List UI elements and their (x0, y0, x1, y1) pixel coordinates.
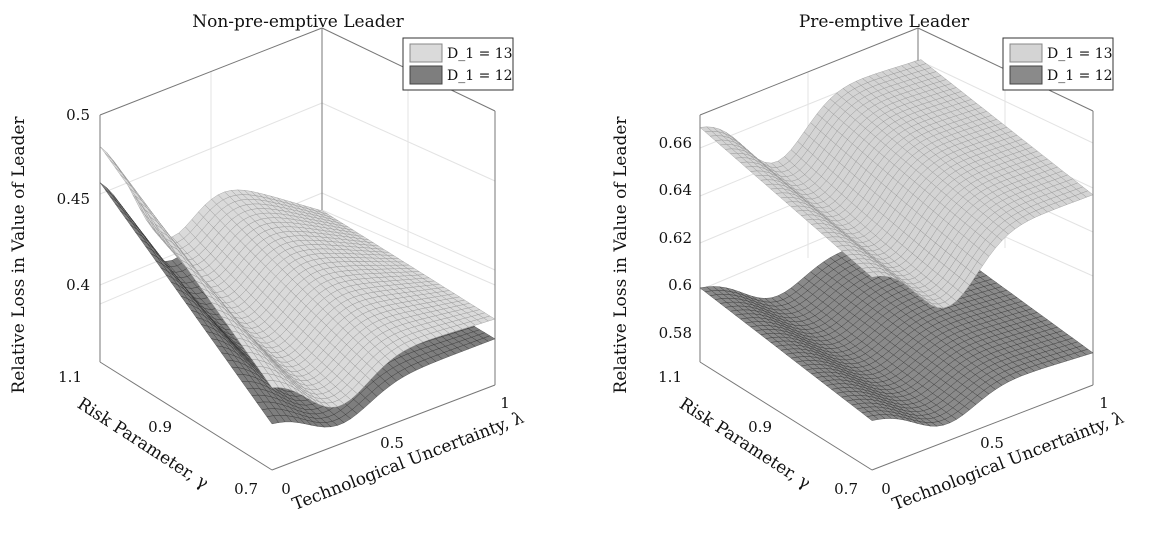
legend: D_1 = 13 D_1 = 12 (1002, 37, 1114, 91)
chart-title: Pre-emptive Leader (799, 12, 970, 32)
surface-cell (866, 415, 879, 421)
z-tick-label: 0.45 (57, 190, 90, 208)
legend-entry: D_1 = 12 (1047, 68, 1113, 84)
y-tick-label: 0.7 (834, 480, 858, 498)
legend-swatch (409, 43, 443, 63)
z-axis-label: Relative Loss in Value of Leader (9, 116, 29, 394)
legend-entry: D_1 = 13 (1047, 46, 1113, 62)
x-tick-label: 1 (1099, 394, 1109, 412)
legend-swatch (1009, 65, 1043, 85)
axis-box (699, 27, 1094, 471)
z-tick-label: 0.58 (659, 324, 692, 342)
surface-cell (266, 380, 279, 388)
legend: D_1 = 13 D_1 = 12 (402, 37, 514, 91)
y-tick-label: 0.7 (234, 480, 258, 498)
legend-entry: D_1 = 13 (447, 46, 513, 62)
surface-layer (99, 146, 496, 428)
chart-title: Non-pre-emptive Leader (192, 12, 404, 32)
x-tick-label: 1 (500, 394, 510, 412)
chart-left: Non-pre-emptive Leader 0.5 0.45 0.4 (9, 12, 527, 515)
legend-swatch (1009, 43, 1043, 63)
x-tick-label: 0 (281, 480, 291, 498)
surface-layer (699, 59, 1094, 427)
x-tick-label: 0.5 (380, 434, 404, 452)
y-tick-label: 0.9 (148, 418, 172, 436)
y-tick-label: 0.9 (748, 418, 772, 436)
x-tick-label: 0 (881, 480, 891, 498)
z-tick-label: 0.66 (659, 134, 692, 152)
x-tick-label: 0.5 (980, 434, 1004, 452)
z-tick-label: 0.5 (66, 106, 90, 124)
surface-cell (266, 415, 279, 425)
z-tick-label: 0.64 (659, 181, 692, 199)
y-axis-label: Risk Parameter, γ (676, 394, 814, 494)
surface-d13 (99, 146, 496, 408)
y-tick-label: 1.1 (58, 368, 82, 386)
surface-d13 (699, 59, 1094, 309)
legend-swatch (409, 65, 443, 85)
z-axis-label: Relative Loss in Value of Leader (611, 116, 631, 394)
legend-entry: D_1 = 12 (447, 68, 513, 84)
z-tick-label: 0.4 (66, 276, 90, 294)
z-tick-label: 0.6 (668, 276, 692, 294)
chart-right: Pre-emptive Leader 0.66 0.64 0. (611, 12, 1127, 515)
z-tick-label: 0.62 (659, 229, 692, 247)
surface-cell (866, 271, 879, 278)
y-axis-label: Risk Parameter, γ (74, 394, 212, 494)
y-tick-label: 1.1 (658, 368, 682, 386)
